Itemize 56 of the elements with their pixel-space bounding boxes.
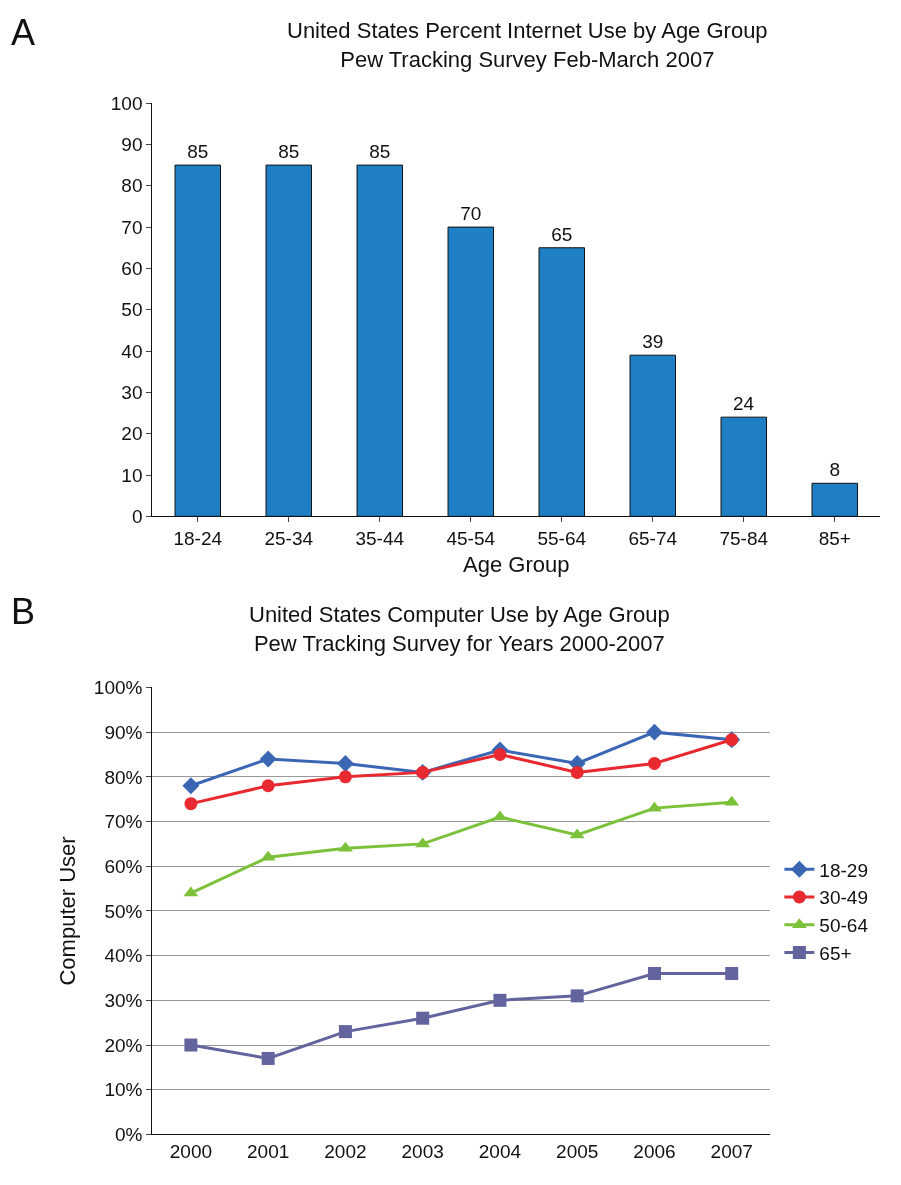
y-tick-label: 70% xyxy=(104,811,143,833)
x-tick-label: 85+ xyxy=(818,528,851,550)
y-tick-label: 90 xyxy=(121,134,143,156)
text: A xyxy=(11,12,36,53)
data-label: 85 xyxy=(278,141,300,163)
y-axis-title: Computer User xyxy=(54,836,80,986)
text: B xyxy=(11,591,36,632)
x-tick-label: 2004 xyxy=(478,1141,522,1163)
y-tick-label: 100 xyxy=(110,92,143,114)
y-tick-label: 70 xyxy=(121,216,143,238)
data-label: 85 xyxy=(369,141,391,163)
y-tick-label: 10% xyxy=(104,1079,143,1101)
x-tick-label: 2005 xyxy=(556,1141,599,1163)
y-tick-label: 80% xyxy=(104,766,143,788)
x-tick-label: 2002 xyxy=(324,1141,367,1163)
data-label: 8 xyxy=(829,459,841,481)
legend-label: 65+ xyxy=(819,942,852,964)
x-tick-label: 55-64 xyxy=(537,528,587,550)
data-label: 24 xyxy=(733,393,755,415)
x-tick-label: 25-34 xyxy=(264,528,314,550)
data-label: 39 xyxy=(642,331,664,353)
data-label: 70 xyxy=(460,203,482,225)
y-tick-label: 50 xyxy=(121,299,143,321)
x-tick-label: 45-54 xyxy=(446,528,496,550)
legend-label: 18-29 xyxy=(819,859,868,881)
y-tick-label: 60 xyxy=(121,258,143,280)
y-tick-label: 0% xyxy=(115,1124,143,1146)
chart-title: United States Computer Use by Age Group Pew Tracking Survey for Years 2000-2007 xyxy=(249,602,670,656)
y-tick-label: 60% xyxy=(104,855,143,877)
x-tick-label: 2001 xyxy=(247,1141,290,1163)
x-tick-label: 2003 xyxy=(401,1141,444,1163)
legend-label: 50-64 xyxy=(819,915,869,937)
x-tick-label: 75-84 xyxy=(719,528,769,550)
y-tick-label: 40 xyxy=(121,340,143,362)
x-tick-label: 65-74 xyxy=(628,528,678,550)
y-tick-label: 20% xyxy=(104,1034,143,1056)
y-tick-label: 50% xyxy=(104,900,143,922)
x-axis-title: Age Group xyxy=(463,552,570,578)
y-tick-label: 20 xyxy=(121,423,143,445)
x-tick-label: 2000 xyxy=(169,1141,213,1163)
x-tick-label: 2006 xyxy=(633,1141,676,1163)
x-tick-label: 35-44 xyxy=(355,528,405,550)
x-tick-label: 18-24 xyxy=(173,528,223,550)
y-tick-label: 30 xyxy=(121,382,143,404)
y-tick-label: 90% xyxy=(104,721,143,743)
data-label: 65 xyxy=(551,223,573,245)
y-tick-label: 100% xyxy=(93,677,143,699)
x-tick-label: 2007 xyxy=(710,1141,753,1163)
y-tick-label: 80 xyxy=(121,175,143,197)
legend-label: 30-49 xyxy=(819,887,868,909)
data-label: 85 xyxy=(187,141,209,163)
y-tick-label: 10 xyxy=(121,464,143,486)
y-tick-label: 30% xyxy=(104,989,143,1011)
y-tick-label: 0 xyxy=(131,505,143,527)
y-tick-label: 40% xyxy=(104,945,143,967)
chart-title: United States Percent Internet Use by Age Group Pew Tracking Survey Feb-March 2007 xyxy=(287,18,768,72)
